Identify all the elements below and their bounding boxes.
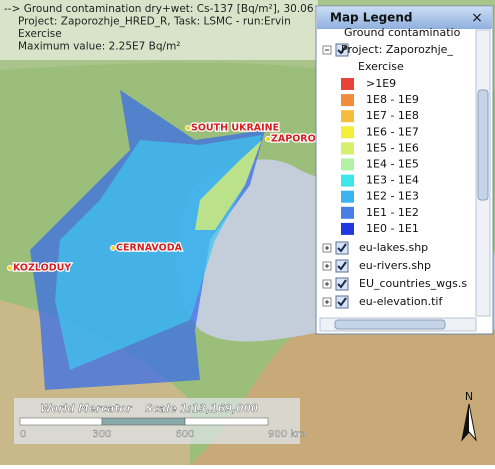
legend-layer-name[interactable]: eu-lakes.shp	[359, 241, 428, 254]
info-line: Project: Zaporozhje_HRED_R, Task: LSMC -…	[18, 16, 291, 28]
north-label: N	[465, 390, 473, 403]
legend-layer-name[interactable]: eu-elevation.tif	[359, 295, 443, 308]
legend-titlebar	[317, 7, 492, 29]
legend-panel: Map Legend × Ground contaminatio Project:…	[315, 5, 494, 335]
place-label: KOZLODUY	[13, 263, 71, 274]
legend-project: Project: Zaporozhje_	[341, 43, 453, 56]
legend-class: 1E6 - 1E7	[366, 125, 419, 138]
check-mark	[337, 297, 347, 307]
legend-layer: Ground contaminatio	[344, 26, 461, 39]
legend-swatch	[341, 174, 354, 187]
place-label: SOUTH UKRAINE	[191, 123, 279, 134]
check-mark	[337, 261, 347, 271]
plume-core	[195, 140, 262, 230]
legend-layer-name[interactable]: EU_countries_wgs.s	[359, 277, 467, 290]
legend-layer-name[interactable]: eu-rivers.shp	[359, 259, 431, 272]
scale-bar: World Mercator Scale 1:13,169,000 0 300 60…	[14, 398, 306, 444]
place-marker	[185, 125, 191, 131]
info-line: --> Ground contamination dry+wet: Cs-137…	[4, 3, 314, 15]
scale-segment	[19, 417, 103, 426]
legend-class: 1E5 - 1E6	[366, 141, 419, 154]
place-marker	[265, 136, 271, 142]
legend-title: Map Legend	[330, 11, 412, 25]
legend-swatch	[341, 94, 354, 107]
legend-task: Exercise	[358, 60, 404, 73]
legend-class: 1E3 - 1E4	[366, 174, 419, 187]
legend-class: 1E0 - 1E1	[366, 222, 419, 235]
scale-tick-label: 300	[92, 429, 111, 440]
scale-tick-label: 600	[175, 429, 194, 440]
place-label: ZAPOROZ	[271, 134, 323, 145]
place-marker	[7, 265, 13, 271]
check-mark	[337, 279, 347, 289]
legend-swatch	[341, 190, 354, 203]
north-arrow-shade	[462, 404, 469, 440]
info-line: Maximum value: 2.25E7 Bq/m²	[18, 41, 181, 53]
legend-swatch	[341, 222, 354, 235]
scroll-thumb[interactable]	[477, 89, 489, 201]
legend-class: >1E9	[366, 77, 396, 90]
scroll-thumb-h[interactable]	[334, 319, 446, 330]
projection: World Mercator	[40, 403, 132, 415]
scale-segment	[184, 417, 269, 426]
close-button[interactable]: ×	[471, 10, 483, 26]
scale-ratio: Scale 1:13,169,000	[145, 403, 258, 415]
place-marker	[110, 245, 116, 251]
legend-swatch	[341, 206, 354, 219]
scale-tick-label: 0	[20, 429, 26, 440]
legend-class: 1E2 - 1E3	[366, 190, 419, 203]
legend-class: 1E7 - 1E8	[366, 109, 419, 122]
info-line: Exercise	[18, 28, 62, 40]
legend-class: 1E8 - 1E9	[366, 93, 419, 106]
check-mark	[337, 45, 347, 55]
legend-class: 1E4 - 1E5	[366, 158, 419, 171]
legend-swatch	[341, 158, 354, 171]
scale-tick-label: 900 km	[268, 429, 306, 440]
legend-swatch	[341, 142, 354, 155]
scale-segment	[101, 417, 186, 426]
compass: N	[461, 390, 477, 442]
info-background	[0, 0, 318, 60]
legend-class: 1E1 - 1E2	[366, 206, 419, 219]
check-mark	[337, 243, 347, 253]
legend-swatch	[341, 126, 354, 139]
legend-swatch	[341, 78, 354, 90]
legend-swatch	[341, 110, 354, 123]
place-label: CERNAVODA	[116, 243, 183, 254]
